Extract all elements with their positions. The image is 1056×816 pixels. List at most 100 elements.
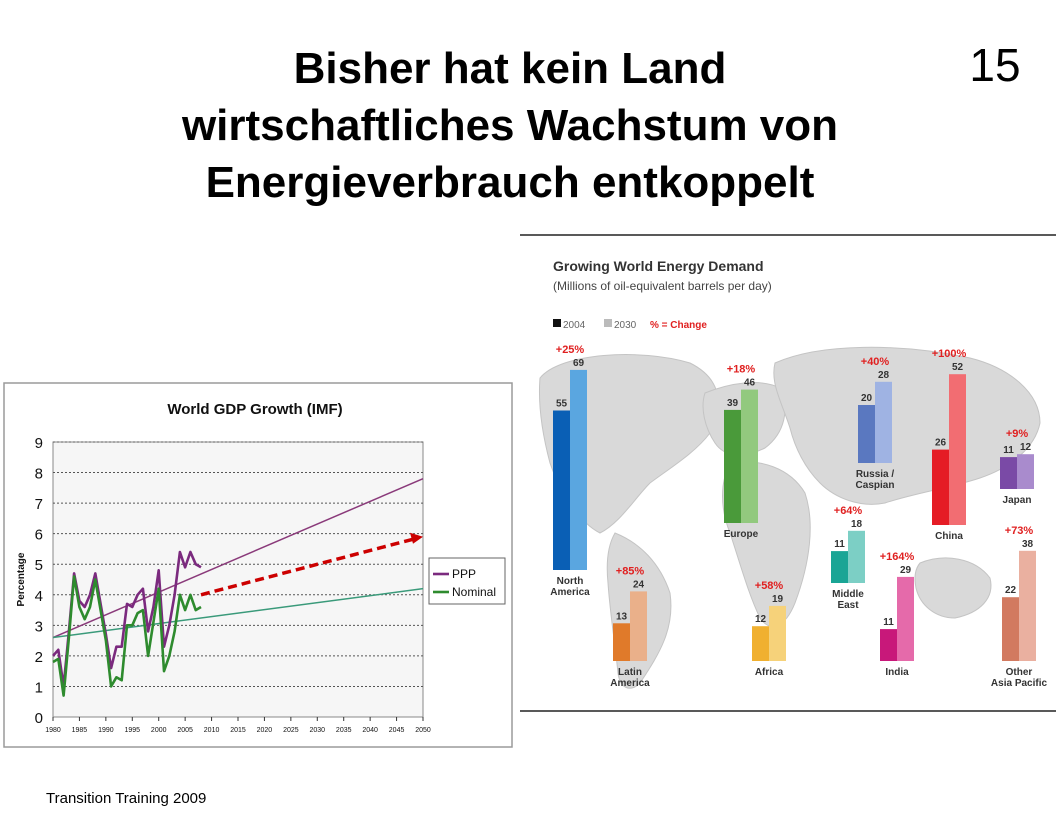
gdp-trend-line (52, 587, 424, 639)
region-change-label: +164% (880, 551, 915, 563)
bar-2004 (858, 405, 875, 463)
bar-2004 (724, 409, 741, 523)
bar-2004 (553, 410, 570, 570)
gdp-x-tick-label: 1990 (98, 727, 114, 734)
bar-2004-value-label: 13 (616, 611, 628, 622)
bar-2030 (741, 389, 758, 523)
gdp-projection-line (200, 537, 416, 597)
energy-legend-swatch (553, 319, 561, 327)
gdp-x-tick-label: 2010 (204, 727, 220, 734)
region-name-label: China (935, 531, 963, 542)
region-group: 11 12 +9% Japan (1000, 428, 1034, 506)
region-name-label: North (557, 576, 584, 587)
bar-2004-value-label: 39 (727, 398, 739, 409)
gdp-y-tick-label: 4 (35, 588, 43, 605)
bar-2030 (848, 530, 865, 583)
region-name-label: India (885, 667, 909, 678)
bar-2004-value-label: 11 (883, 617, 894, 628)
gdp-plot-area (52, 441, 424, 718)
bar-2004-value-label: 20 (861, 393, 873, 404)
gdp-x-tick-label: 2025 (283, 727, 299, 734)
gdp-projection-arrowhead (410, 532, 423, 544)
gdp-x-tick-label: 2030 (309, 727, 325, 734)
gdp-y-axis-label: Percentage (16, 552, 27, 606)
gdp-x-tick-label: 2035 (336, 727, 352, 734)
region-change-label: +64% (834, 505, 863, 517)
bar-2030 (769, 605, 786, 661)
gdp-growth-chart: World GDP Growth (IMF) 0 1 2 3 4 5 6 7 8 9 1980 1985… (3, 382, 513, 748)
gdp-y-tick-label: 2 (35, 649, 43, 666)
gdp-x-tick-label: 2045 (389, 727, 405, 734)
gdp-y-tick-label: 9 (35, 435, 43, 452)
gdp-y-tick-label: 3 (35, 618, 43, 635)
gdp-x-tick-label: 1985 (72, 727, 88, 734)
bar-2030-value-label: 69 (573, 358, 585, 369)
gdp-x-tick-label: 2040 (362, 727, 378, 734)
region-change-label: +100% (932, 348, 967, 360)
bar-2030-value-label: 19 (772, 594, 784, 605)
bar-2004 (1002, 597, 1019, 661)
bar-2030-value-label: 12 (1020, 442, 1032, 453)
gdp-y-tick-label: 5 (35, 557, 43, 574)
region-change-label: +9% (1006, 428, 1029, 440)
energy-legend-label: 2030 (614, 320, 637, 331)
bar-2004 (752, 626, 769, 661)
bar-2004 (613, 623, 630, 661)
gdp-legend-label: Nominal (452, 585, 496, 599)
region-name-label: Caspian (856, 480, 895, 491)
bar-2004 (1000, 457, 1017, 489)
energy-chart-subtitle: (Millions of oil-equivalent barrels per … (553, 279, 772, 293)
region-name-label: Latin (618, 667, 642, 678)
bar-2030 (1017, 454, 1034, 489)
region-name-label: Japan (1003, 495, 1032, 506)
energy-chart-title: Growing World Energy Demand (553, 258, 764, 274)
gdp-series-line-nominal (52, 575, 202, 697)
region-name-label: Other (1006, 667, 1033, 678)
region-change-label: +85% (616, 565, 645, 577)
bar-2004-value-label: 55 (556, 399, 568, 410)
bar-2030-value-label: 46 (744, 378, 756, 389)
region-group: 12 19 +58% Africa (752, 580, 786, 678)
bar-2030-value-label: 18 (851, 519, 863, 530)
region-name-label: East (837, 600, 859, 611)
region-name-label: Africa (755, 667, 784, 678)
bar-2004-value-label: 22 (1005, 585, 1017, 596)
bar-2004-value-label: 11 (1003, 445, 1014, 456)
slide-title-line-3: Energieverbrauch entkoppelt (205, 158, 815, 207)
gdp-x-tick-label: 1995 (124, 727, 140, 734)
gdp-x-tick-label: 2050 (415, 727, 431, 734)
bar-2030-value-label: 38 (1022, 539, 1034, 550)
region-name-label: Russia / (856, 469, 895, 480)
region-change-label: +40% (861, 356, 890, 368)
gdp-y-tick-label: 1 (35, 679, 43, 696)
slide-number: 15 (969, 39, 1021, 91)
region-group: 26 52 +100% China (932, 348, 967, 542)
region-name-label: Europe (724, 529, 759, 540)
bar-2030 (949, 374, 966, 525)
bar-2030 (897, 576, 914, 661)
region-change-label: +58% (755, 580, 784, 592)
slide-title: Bisher hat kein Land wirtschaftliches Wa… (60, 40, 960, 211)
region-group: 20 28 +40% Russia /Caspian (856, 356, 895, 491)
bar-2030 (630, 591, 647, 661)
bar-2030 (570, 369, 587, 570)
gdp-legend-label: PPP (452, 567, 476, 581)
region-change-label: +25% (556, 344, 585, 356)
gdp-chart-title: World GDP Growth (IMF) (167, 401, 342, 418)
gdp-y-tick-label: 8 (35, 466, 43, 483)
bar-2030-value-label: 29 (900, 565, 912, 576)
region-change-label: +73% (1005, 525, 1034, 537)
bar-2030 (1019, 550, 1036, 661)
bar-2004 (932, 449, 949, 525)
continent-shape (773, 346, 1041, 505)
region-group: 11 29 +164% India (880, 551, 915, 678)
region-name-label: Asia Pacific (991, 678, 1048, 689)
region-change-label: +18% (727, 364, 756, 376)
slide-title-line-2: wirtschaftliches Wachstum von (181, 101, 839, 150)
bar-2004 (880, 629, 897, 661)
gdp-x-tick-label: 2000 (151, 727, 167, 734)
bar-2030-value-label: 24 (633, 579, 645, 590)
